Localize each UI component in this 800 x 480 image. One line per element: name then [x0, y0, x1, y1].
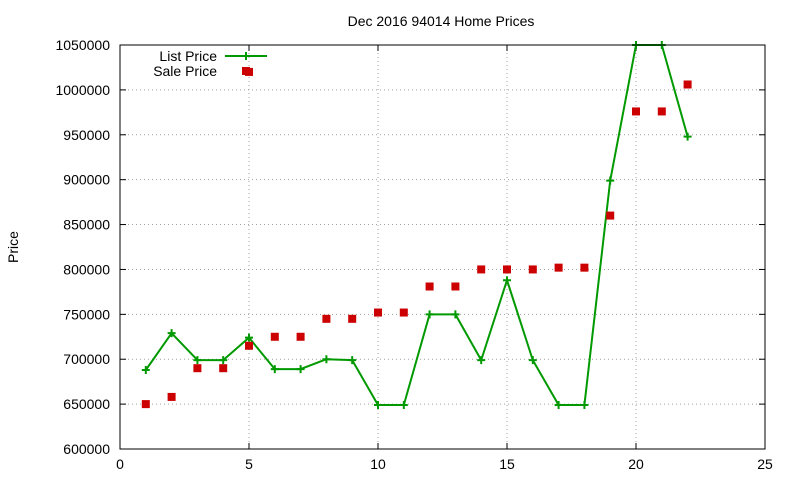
chart-title: Dec 2016 94014 Home Prices — [348, 13, 535, 29]
data-point — [554, 401, 563, 410]
data-point — [503, 265, 511, 274]
data-point — [425, 282, 434, 291]
data-point — [296, 332, 305, 341]
data-point — [296, 365, 305, 374]
y-tick-label: 600000 — [63, 441, 110, 457]
data-point — [632, 107, 640, 116]
data-point — [348, 356, 357, 365]
x-tick-label: 5 — [245, 456, 253, 472]
legend: List Price Sale Price — [153, 48, 267, 79]
data-point — [606, 211, 615, 220]
data-point — [528, 265, 537, 274]
y-tick-label: 800000 — [63, 261, 110, 277]
data-point — [245, 341, 253, 350]
data-point — [657, 107, 666, 116]
data-point — [554, 263, 563, 272]
data-point — [606, 176, 615, 185]
x-tick-label: 15 — [499, 456, 515, 472]
y-tick-label: 850000 — [63, 217, 110, 233]
y-tick-label: 750000 — [63, 306, 110, 322]
data-point — [477, 265, 486, 274]
plot-frame — [119, 44, 766, 450]
data-point — [399, 401, 408, 410]
data-point — [270, 332, 279, 341]
data-point — [451, 310, 460, 319]
y-tick-label: 1050000 — [55, 37, 110, 53]
data-point — [193, 364, 202, 373]
y-tick-label: 1000000 — [55, 82, 110, 98]
y-tick-label: 950000 — [63, 127, 110, 143]
data-point — [683, 132, 692, 141]
data-point — [141, 365, 150, 374]
y-tick-label: 900000 — [63, 172, 110, 188]
data-point — [374, 308, 382, 317]
data-point — [270, 365, 279, 374]
data-point — [348, 314, 357, 323]
data-point — [580, 401, 589, 410]
axis-tick-labels: 0 5 10 15 20 25 600000 650000 700000 750000 800000… — [55, 37, 773, 472]
series-line — [144, 44, 689, 407]
legend-marker-list-price — [242, 52, 250, 60]
data-point — [580, 263, 589, 272]
y-tick-label: 700000 — [63, 351, 110, 367]
data-point — [322, 314, 331, 323]
data-point — [503, 276, 511, 285]
legend-label-sale-price: Sale Price — [153, 63, 217, 79]
data-point — [451, 282, 460, 291]
data-point — [399, 308, 408, 317]
axis-ticks — [119, 44, 766, 450]
data-point — [167, 392, 176, 401]
data-point — [245, 333, 253, 342]
x-tick-label: 20 — [628, 456, 644, 472]
data-point — [528, 356, 537, 365]
data-point — [374, 401, 382, 410]
y-tick-label: 650000 — [63, 396, 110, 412]
data-point — [425, 310, 434, 319]
y-axis-label: Price — [5, 231, 21, 263]
data-point — [322, 355, 331, 364]
legend-marker-sale-price — [242, 67, 250, 75]
data-point — [141, 400, 150, 409]
grid-lines — [120, 45, 765, 449]
x-tick-label: 25 — [757, 456, 773, 472]
data-point — [193, 356, 202, 365]
x-tick-label: 0 — [116, 456, 124, 472]
legend-label-list-price: List Price — [159, 48, 217, 64]
data-point — [219, 364, 228, 373]
x-tick-label: 10 — [370, 456, 386, 472]
data-point — [167, 329, 176, 338]
data-point — [219, 356, 228, 365]
data-point — [683, 80, 692, 89]
data-point — [477, 356, 486, 365]
series-sale-price — [141, 67, 692, 409]
